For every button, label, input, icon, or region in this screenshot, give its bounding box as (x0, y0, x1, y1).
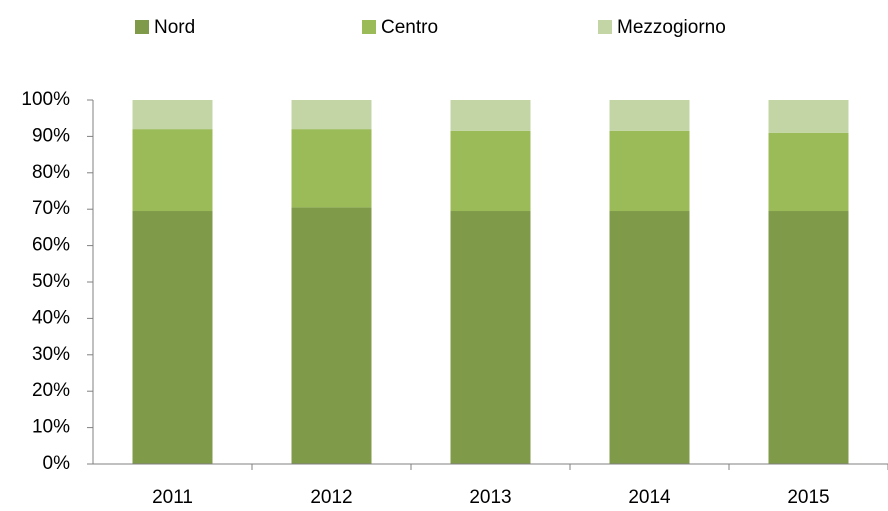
bar-segment (450, 130, 531, 212)
x-tick-label: 2013 (469, 487, 511, 508)
y-tick-label: 0% (43, 453, 71, 474)
y-tick-label: 20% (32, 380, 70, 401)
bar-segment (768, 211, 849, 464)
y-tick-label: 90% (32, 125, 70, 146)
bar-segment (609, 130, 690, 212)
bar-segment (768, 100, 849, 133)
legend-label: Centro (381, 17, 438, 38)
bar-segment (450, 100, 531, 131)
x-tick-label: 2012 (310, 487, 352, 508)
legend-swatch (135, 20, 149, 34)
y-tick-label: 80% (32, 162, 70, 183)
bar-segment (291, 207, 372, 464)
y-tick-label: 70% (32, 198, 70, 219)
y-tick-label: 100% (21, 89, 70, 110)
x-tick-label: 2014 (628, 487, 671, 508)
legend-swatch (362, 20, 376, 34)
bar-segment (291, 129, 372, 208)
bar-segment (132, 211, 213, 464)
y-tick-label: 50% (32, 271, 70, 292)
x-tick-label: 2011 (152, 487, 193, 508)
bar-segment (609, 100, 690, 131)
bar-segment (291, 100, 372, 130)
bar-segment (768, 132, 849, 212)
bar-segment (132, 100, 213, 130)
legend-label: Mezzogiorno (617, 17, 726, 38)
legend-label: Nord (154, 17, 195, 38)
y-tick-label: 40% (32, 307, 70, 328)
y-tick-label: 60% (32, 235, 70, 256)
x-tick-label: 2015 (787, 487, 829, 508)
bar-segment (132, 129, 213, 212)
bar-segment (609, 211, 690, 464)
y-tick-label: 30% (32, 344, 70, 365)
legend-swatch (598, 20, 612, 34)
bar-segment (450, 211, 531, 464)
y-tick-label: 10% (32, 417, 70, 438)
